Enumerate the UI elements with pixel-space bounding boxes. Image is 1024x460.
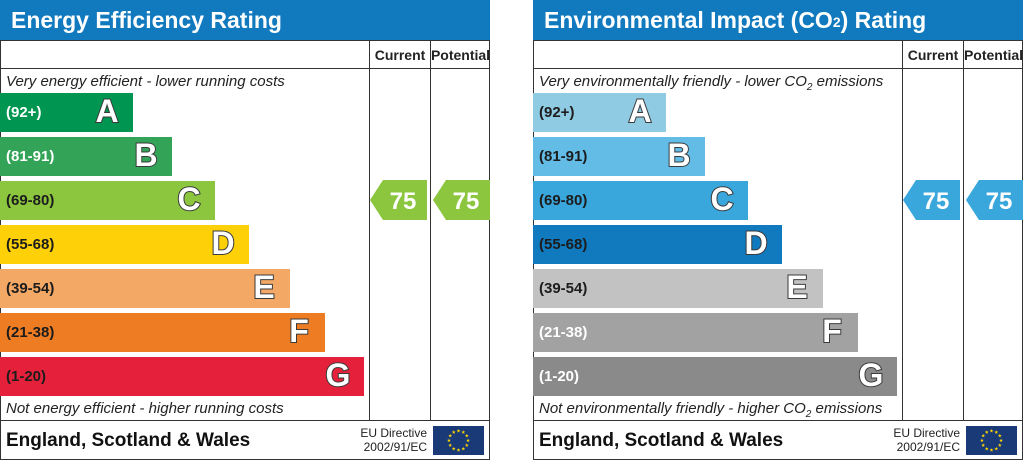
- svg-text:F: F: [289, 315, 309, 349]
- svg-text:75: 75: [390, 188, 417, 215]
- svg-text:A: A: [628, 95, 651, 129]
- svg-text:F: F: [822, 315, 842, 349]
- svg-text:G: G: [326, 359, 351, 393]
- svg-text:E: E: [786, 271, 807, 305]
- svg-text:C: C: [710, 183, 733, 217]
- svg-text:75: 75: [453, 188, 480, 215]
- svg-text:75: 75: [986, 188, 1013, 215]
- svg-text:G: G: [859, 359, 884, 393]
- svg-text:75: 75: [923, 188, 950, 215]
- svg-text:D: D: [744, 227, 767, 261]
- svg-text:B: B: [134, 139, 157, 173]
- svg-text:B: B: [667, 139, 690, 173]
- svg-text:D: D: [211, 227, 234, 261]
- svg-text:E: E: [253, 271, 274, 305]
- svg-text:A: A: [95, 95, 118, 129]
- svg-text:C: C: [177, 183, 200, 217]
